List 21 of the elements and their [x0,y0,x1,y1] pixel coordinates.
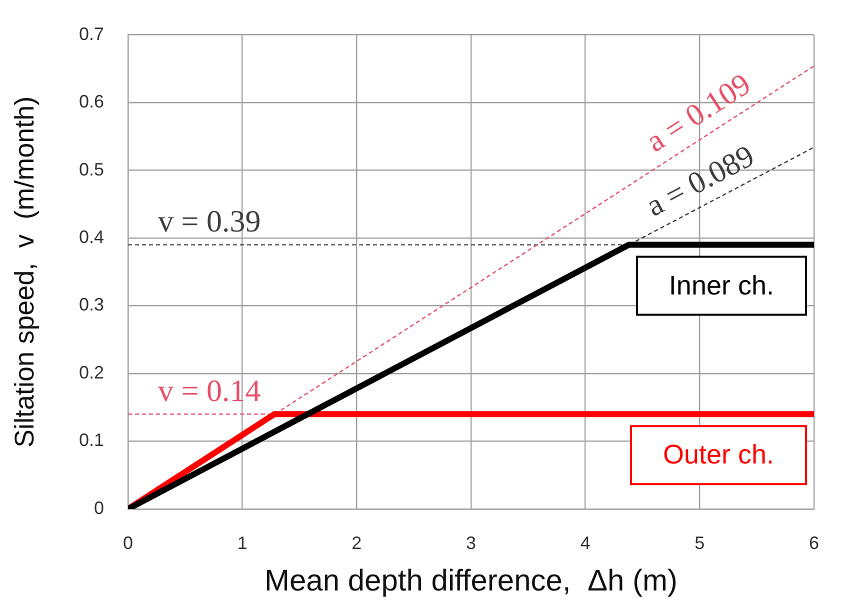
y-tick-label: 0.3 [78,294,104,315]
ref-line-label: v = 0.14 [158,372,262,408]
x-tick-label: 6 [808,532,819,553]
y-tick-label: 0.5 [78,159,104,180]
y-tick-label: 0.4 [78,226,104,247]
y-tick-label: 0.6 [78,92,104,112]
x-tick-label: 5 [694,532,705,553]
x-tick-label: 2 [352,532,362,553]
y-tick-label: 0.1 [78,430,104,450]
series-label: Inner ch. [668,270,774,300]
y-tick-label: 0 [94,498,104,518]
ref-line-label: v = 0.39 [158,203,261,238]
x-tick-label: 0 [122,532,134,553]
x-tick-label: 3 [466,532,476,553]
x-tick-label: 1 [237,532,248,553]
y-axis-title: Siltation speed, v (m/month) [10,96,40,448]
y-tick-label: 0.2 [78,362,104,382]
x-tick-label: 4 [580,532,590,553]
series-label: Outer ch. [662,440,774,470]
y-tick-label: 0.7 [78,24,104,44]
x-axis-title: Mean depth difference, Δh (m) [264,564,678,598]
